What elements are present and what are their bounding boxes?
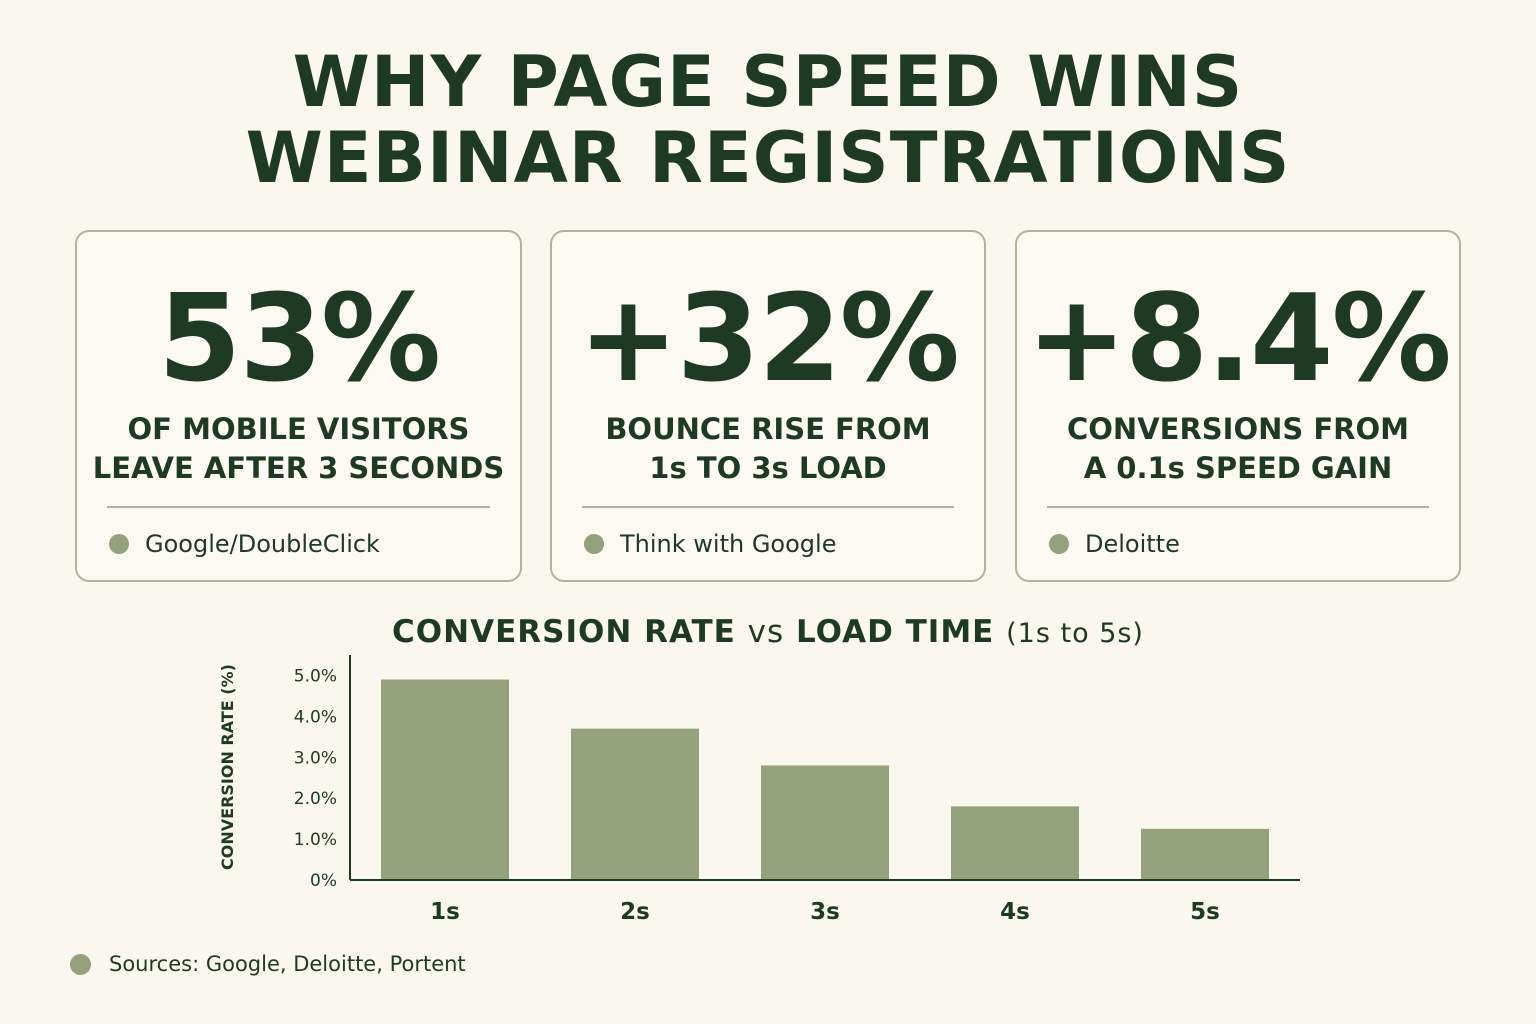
stat-source-label: Google/DoubleClick <box>145 530 380 558</box>
footer-sources-label: Sources: Google, Deloitte, Portent <box>109 952 466 976</box>
stat-description: CONVERSIONS FROM A 0.1s SPEED GAIN <box>1027 410 1449 488</box>
bar-4s <box>951 806 1079 880</box>
chart-title-vs: vs <box>747 614 785 650</box>
y-tick-label: 4.0% <box>294 707 337 727</box>
y-tick-label: 3.0% <box>294 748 337 768</box>
stat-description-line-1: BOUNCE RISE FROM <box>605 412 931 446</box>
card-divider <box>582 506 954 508</box>
y-tick-label: 5.0% <box>294 666 337 686</box>
bar-1s <box>381 679 509 880</box>
stat-description: BOUNCE RISE FROM 1s TO 3s LOAD <box>562 410 974 488</box>
chart-title-part-2: LOAD TIME <box>795 614 995 650</box>
page-title-line-1: WHY PAGE SPEED WINS <box>292 41 1244 123</box>
sources-dot-icon <box>70 953 91 975</box>
stat-source-label: Deloitte <box>1085 530 1180 558</box>
x-tick-label: 4s <box>1000 899 1030 925</box>
stat-value: +8.4% <box>1026 270 1451 409</box>
stat-value: 53% <box>157 270 441 409</box>
stat-description-line-1: CONVERSIONS FROM <box>1066 412 1410 446</box>
stat-description: OF MOBILE VISITORS LEAVE AFTER 3 SECONDS <box>87 410 510 488</box>
x-tick-label: 1s <box>430 899 460 925</box>
bar-2s <box>571 728 699 880</box>
card-divider <box>1047 506 1429 508</box>
stat-card-mobile-visitors: 53% OF MOBILE VISITORS LEAVE AFTER 3 SEC… <box>75 230 522 582</box>
bar-3s <box>761 765 889 880</box>
page-title: WHY PAGE SPEED WINS WEBINAR REGISTRATION… <box>0 44 1536 196</box>
x-tick-label: 2s <box>620 899 650 925</box>
x-tick-label: 3s <box>810 899 840 925</box>
stat-card-conversions: +8.4% CONVERSIONS FROM A 0.1s SPEED GAIN… <box>1015 230 1461 582</box>
stat-description-line-2: 1s TO 3s LOAD <box>649 451 887 485</box>
stat-source: Google/DoubleClick <box>109 524 380 564</box>
stat-value: +32% <box>578 270 960 409</box>
stat-description-line-2: A 0.1s SPEED GAIN <box>1083 451 1393 485</box>
footer-sources: Sources: Google, Deloitte, Portent <box>70 946 466 982</box>
bar-5s <box>1141 828 1269 880</box>
chart-title-suffix: (1s to 5s) <box>1006 618 1144 649</box>
source-dot-icon <box>584 534 604 554</box>
y-tick-label: 0% <box>310 871 337 891</box>
stat-card-bounce-rise: +32% BOUNCE RISE FROM 1s TO 3s LOAD Thin… <box>550 230 986 582</box>
chart-title: CONVERSION RATE vs LOAD TIME (1s to 5s) <box>0 612 1536 654</box>
source-dot-icon <box>109 534 129 554</box>
source-dot-icon <box>1049 534 1069 554</box>
stat-source: Think with Google <box>584 524 836 564</box>
y-tick-label: 1.0% <box>294 830 337 850</box>
chart-title-part-1: CONVERSION RATE <box>392 614 736 650</box>
stat-description-line-1: OF MOBILE VISITORS <box>127 412 470 446</box>
y-axis-label: CONVERSION RATE (%) <box>218 664 237 870</box>
stat-source: Deloitte <box>1049 524 1180 564</box>
card-divider <box>107 506 490 508</box>
stat-description-line-2: LEAVE AFTER 3 SECONDS <box>92 451 505 485</box>
y-tick-label: 2.0% <box>294 789 337 809</box>
stat-source-label: Think with Google <box>620 530 837 558</box>
page-title-line-2: WEBINAR REGISTRATIONS <box>245 117 1291 199</box>
x-tick-label: 5s <box>1190 899 1220 925</box>
